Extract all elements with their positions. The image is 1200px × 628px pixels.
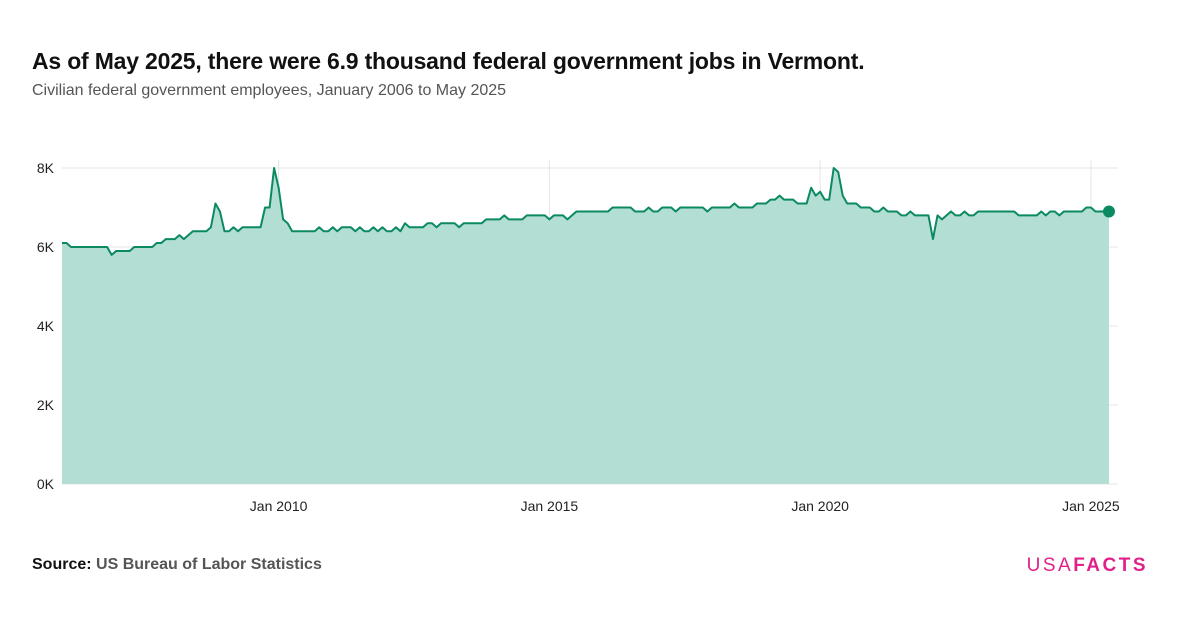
series-area [62, 168, 1109, 484]
x-tick-label: Jan 2015 [521, 498, 579, 514]
series-line [62, 167, 1109, 256]
end-point-group [1102, 205, 1115, 218]
x-tick-label: Jan 2025 [1062, 498, 1120, 514]
y-axis-ticks: 0K 2K 4K 6K 8K [37, 160, 55, 492]
chart-title: As of May 2025, there were 6.9 thousand … [32, 48, 865, 74]
usafacts-logo: USAFACTS [1027, 555, 1148, 577]
source-label: Source: [32, 556, 92, 573]
x-tick-label: Jan 2010 [250, 498, 308, 514]
chart-subtitle: Civilian federal government employees, J… [32, 82, 507, 99]
y-tick-label: 6K [37, 239, 55, 255]
y-tick-label: 2K [37, 397, 55, 413]
logo-part-usa: USA [1026, 555, 1074, 576]
y-tick-label: 0K [37, 476, 55, 492]
y-tick-label: 4K [37, 318, 55, 334]
y-tick-label: 8K [37, 160, 55, 176]
series-line-group [62, 167, 1109, 256]
x-axis-ticks: Jan 2010 Jan 2015 Jan 2020 Jan 2025 [250, 498, 1120, 514]
source-text: US Bureau of Labor Statistics [96, 556, 322, 573]
series-area-group [62, 168, 1109, 484]
source-note: Source: US Bureau of Labor Statistics [32, 556, 322, 574]
logo-part-facts: FACTS [1073, 555, 1148, 576]
end-point-marker [1102, 205, 1115, 218]
x-tick-label: Jan 2020 [791, 498, 849, 514]
